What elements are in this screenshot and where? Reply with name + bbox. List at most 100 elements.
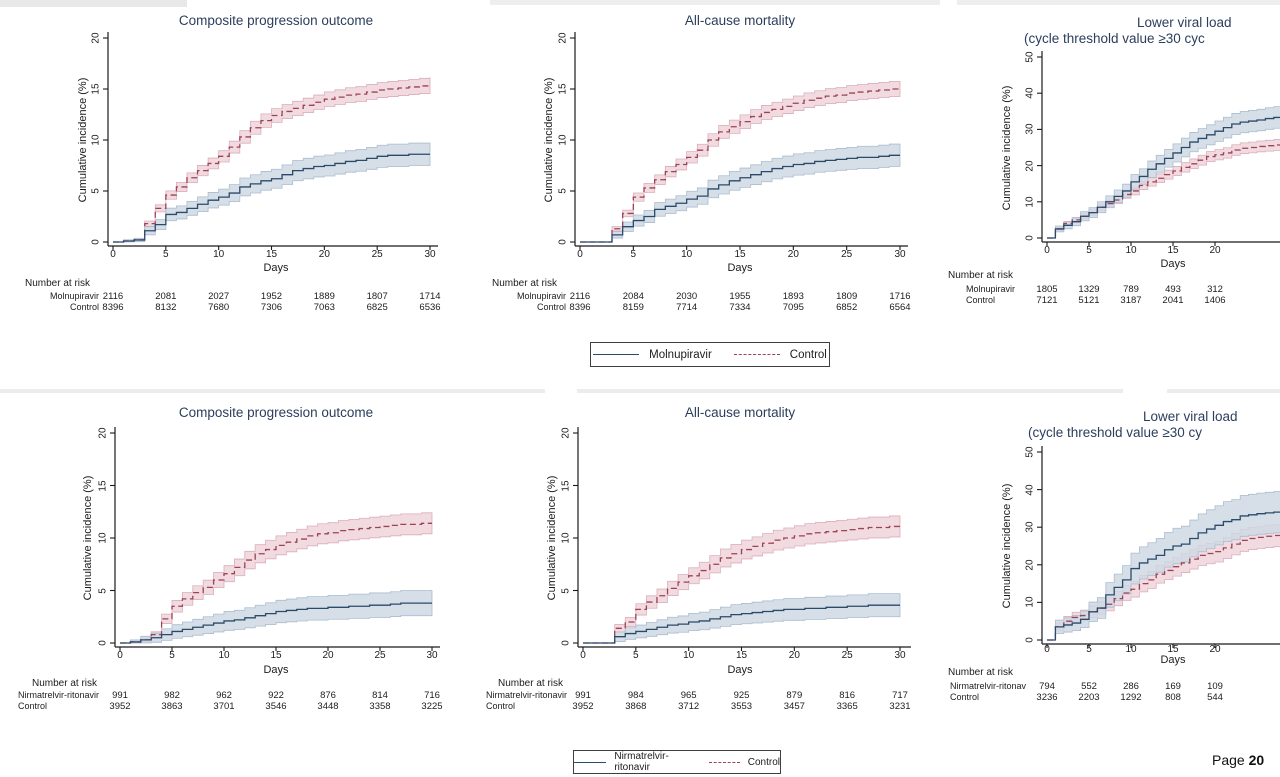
y-tick-label: 15 [90, 83, 102, 95]
nar-header: Number at risk [948, 667, 1014, 678]
nar-value: 7680 [208, 302, 230, 313]
y-tick-label: 20 [560, 427, 572, 439]
series-line-treatment [583, 604, 901, 644]
nar-header: Number at risk [498, 678, 564, 689]
nar-value: 816 [839, 690, 856, 701]
nar-value: 3952 [109, 701, 131, 712]
nar-value: 3236 [1036, 692, 1058, 703]
y-tick-label: 0 [560, 640, 572, 646]
x-tick-label: 0 [1044, 245, 1050, 256]
y-axis-label: Cumulative incidence (%) [546, 475, 558, 601]
y-tick-label: 30 [1024, 123, 1036, 135]
series-line-control [583, 525, 901, 644]
nar-value: 3868 [625, 701, 647, 712]
series-line-treatment [1047, 116, 1280, 239]
nar-value: 717 [892, 690, 908, 701]
page-number-prefix: Page [1212, 752, 1245, 768]
nar-value: 312 [1207, 284, 1223, 295]
nar-value: 3358 [369, 701, 391, 712]
x-tick-label: 20 [322, 650, 334, 661]
nar-header: Number at risk [948, 270, 1014, 281]
nar-value: 544 [1207, 692, 1223, 703]
nar-value: 3546 [265, 701, 287, 712]
x-tick-label: 5 [163, 249, 169, 260]
x-tick-label: 25 [841, 650, 853, 661]
series-line-treatment [120, 602, 432, 644]
nar-row-label: Control [18, 701, 48, 711]
series-line-control [113, 84, 431, 243]
ci-band-treatment [1047, 106, 1280, 239]
x-axis-label: Days [1160, 654, 1186, 666]
nar-value: 1955 [729, 291, 751, 302]
page-edge-artifact [490, 0, 940, 5]
x-tick-label: 5 [1086, 644, 1092, 655]
nar-value: 3225 [421, 701, 443, 712]
y-tick-label: 15 [557, 83, 569, 95]
x-axis-label: Days [263, 262, 289, 274]
x-tick-label: 15 [734, 249, 746, 260]
nar-value: 1807 [366, 291, 388, 302]
x-tick-label: 0 [577, 249, 583, 260]
y-axis-label: Cumulative incidence (%) [82, 475, 94, 601]
x-tick-label: 0 [117, 650, 123, 661]
nar-value: 2203 [1078, 692, 1100, 703]
nar-value: 493 [1165, 284, 1181, 295]
ci-band-treatment [120, 590, 433, 644]
panel-title: Composite progression outcome [178, 405, 374, 420]
x-tick-label: 25 [841, 249, 853, 260]
y-tick-label: 40 [1024, 87, 1036, 99]
nar-value: 7334 [729, 302, 751, 313]
y-tick-label: 0 [97, 640, 109, 646]
nar-header: Number at risk [25, 278, 91, 289]
y-tick-label: 15 [97, 479, 109, 492]
panel-title: Lower viral load [1137, 15, 1232, 30]
x-tick-label: 30 [424, 249, 436, 260]
nar-value: 3712 [678, 701, 700, 712]
x-tick-label: 0 [580, 650, 586, 661]
series-line-treatment [1047, 511, 1280, 641]
y-axis-label: Cumulative incidence (%) [543, 77, 555, 203]
nar-row-label: Control [966, 295, 996, 305]
y-tick-label: 20 [90, 32, 102, 44]
nar-value: 3187 [1120, 295, 1142, 306]
y-tick-label: 5 [90, 188, 102, 194]
x-tick-label: 15 [735, 650, 748, 661]
y-tick-label: 5 [560, 587, 572, 594]
legend-label-treatment: Nirmatrelvir-ritonavir [614, 751, 669, 773]
x-tick-label: 15 [1167, 644, 1179, 655]
ci-band-treatment [113, 142, 431, 243]
nar-value: 982 [164, 690, 180, 701]
nar-value: 7063 [313, 302, 335, 313]
x-tick-label: 10 [1125, 245, 1137, 256]
y-tick-label: 30 [1024, 521, 1036, 533]
x-tick-label: 25 [374, 650, 386, 661]
legend-solid-line-sample [593, 354, 640, 355]
x-tick-label: 15 [270, 650, 282, 661]
nar-value: 7714 [676, 302, 698, 313]
page-number: Page 20 [1212, 752, 1264, 768]
nar-value: 1889 [313, 291, 335, 302]
ci-band-control [1047, 139, 1280, 239]
nar-value: 169 [1165, 681, 1181, 692]
nar-value: 5121 [1078, 295, 1100, 306]
page-number-value: 20 [1248, 752, 1265, 768]
nar-value: 794 [1039, 681, 1055, 692]
series-line-treatment [580, 154, 901, 243]
nar-row-label: Molnupiravir [966, 284, 1016, 294]
x-tick-label: 20 [318, 249, 330, 260]
x-tick-label: 5 [1086, 245, 1092, 256]
y-tick-label: 10 [1024, 196, 1036, 208]
nar-value: 6536 [419, 302, 441, 313]
y-tick-label: 15 [560, 479, 572, 492]
y-tick-label: 50 [1024, 446, 1036, 458]
series-line-control [1047, 144, 1280, 239]
nar-row-label: Control [950, 692, 980, 702]
nar-header: Number at risk [32, 678, 98, 689]
x-axis-label: Days [1160, 258, 1186, 270]
page-edge-artifact [1167, 389, 1280, 393]
nar-header: Number at risk [492, 278, 558, 289]
y-tick-label: 0 [557, 239, 569, 245]
x-axis-label: Days [727, 262, 753, 274]
y-tick-label: 10 [560, 532, 572, 544]
nar-value: 808 [1165, 692, 1181, 703]
